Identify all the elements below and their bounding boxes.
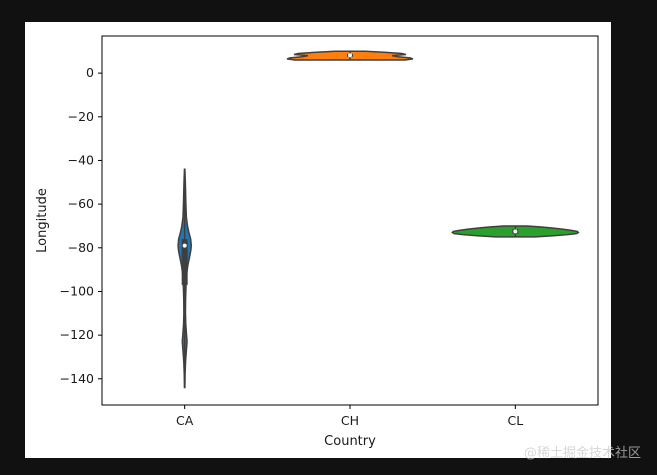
iqr-box-ca — [181, 239, 188, 285]
figure: 0 −20 −40 −60 −80 −100 −120 −140 CA CH CL Country Lo… — [25, 22, 611, 458]
y-tick-label: 0 — [86, 65, 94, 80]
y-tick-label: −40 — [68, 152, 94, 167]
y-tick-label: −80 — [68, 240, 94, 255]
median-cl — [513, 229, 518, 234]
median-ch — [348, 53, 352, 58]
x-tick-label: CL — [507, 413, 523, 428]
violin-chart: 0 −20 −40 −60 −80 −100 −120 −140 CA CH CL Country Lo… — [35, 35, 599, 449]
watermark: @稀土掘金技术社区 — [523, 446, 641, 461]
x-axis-label: Country — [324, 434, 376, 449]
x-tick-label: CH — [341, 413, 359, 428]
plot-frame — [101, 35, 599, 406]
y-tick-label: −100 — [60, 283, 94, 298]
x-tick-label: CA — [176, 413, 194, 428]
y-tick-label: −140 — [60, 371, 94, 386]
y-tick-label: −60 — [68, 196, 94, 211]
y-tick-label: −120 — [60, 327, 94, 342]
median-ca — [182, 243, 187, 248]
y-axis-label: Longitude — [35, 188, 50, 253]
y-tick-label: −20 — [68, 109, 94, 124]
